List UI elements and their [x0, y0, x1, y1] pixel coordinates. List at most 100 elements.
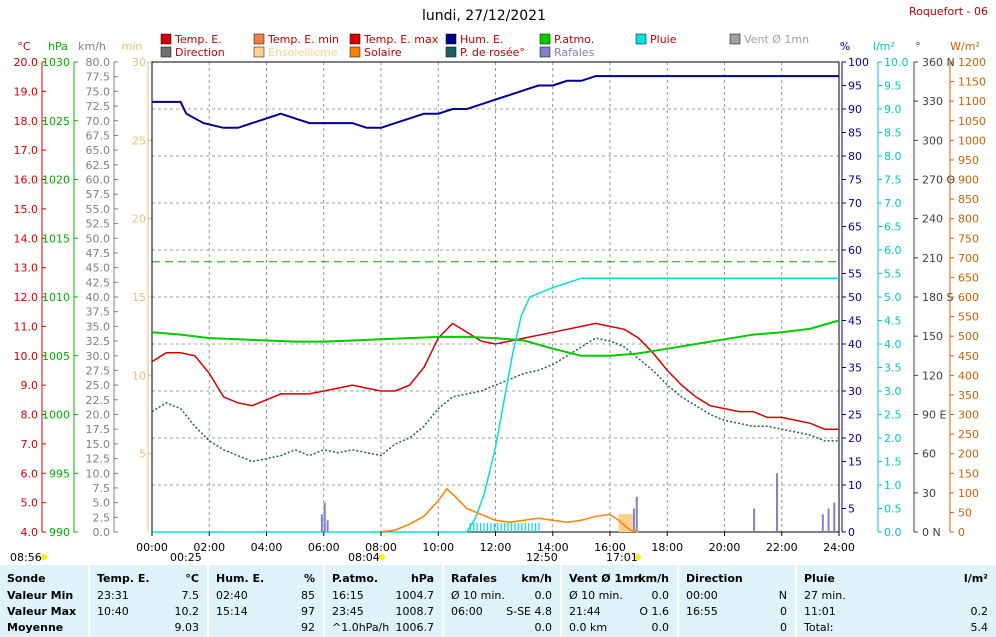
wind-unit-label: km/h — [78, 40, 106, 53]
hum-tick-label: 50 — [848, 291, 862, 304]
footer-cell-value: 7.5 — [181, 589, 200, 602]
sunshine-area — [618, 514, 633, 532]
legend-swatch — [445, 33, 457, 45]
temp-tick-label: 20.0 — [14, 56, 39, 69]
wind-tick-label: 67.5 — [86, 129, 111, 142]
press-tick-label: 995 — [49, 467, 70, 480]
legend-swatch — [253, 46, 265, 58]
dir-tick-label: 180 S — [922, 291, 953, 304]
rain-bar — [490, 523, 492, 532]
legend-label: P.atmo. — [554, 33, 594, 46]
x-tick-label: 02:00 — [193, 541, 225, 554]
footer-cell-time: Ø 10 min. — [451, 589, 505, 602]
x-tick-label: 24:00 — [823, 541, 855, 554]
rain-tick-label: 3.0 — [884, 385, 902, 398]
rain-bar — [504, 523, 506, 532]
solar-tick-label: 600 — [958, 291, 979, 304]
wind-tick-label: 55.0 — [86, 203, 111, 216]
temp-tick-label: 16.0 — [14, 174, 39, 187]
footer-cell-value: N — [778, 589, 787, 602]
legend-swatch — [160, 33, 172, 45]
series-solaireline — [380, 487, 639, 533]
footer-unit: % — [303, 572, 315, 585]
rain-bar — [521, 523, 523, 532]
footer-cell-time: 06:00 — [451, 605, 483, 618]
solar-tick-label: 100 — [958, 487, 979, 500]
x-tick-labels: 00:00 02:00 04:00 06:00 08:00 10:00 12:00 14:00… — [136, 532, 855, 554]
hum-tick-label: 20 — [848, 432, 862, 445]
sun-markers: 08:56 00:25 08:04 12:50 17:01 — [10, 551, 641, 564]
wind-tick-label: 70.0 — [86, 115, 111, 128]
rain-tick-label: 6.0 — [884, 244, 902, 257]
rain-bar — [535, 523, 537, 532]
solar-tick-label: 1000 — [958, 134, 986, 147]
legend-swatch — [635, 33, 647, 45]
footer-cell-value: 0.0 — [651, 589, 670, 602]
wind-tick-label: 45.0 — [86, 262, 111, 275]
temp-tick-label: 6.0 — [21, 467, 39, 480]
rain-tick-label: 2.0 — [884, 432, 902, 445]
hum-tick-label: 85 — [848, 127, 862, 140]
legend-label: Vent Ø 1mn — [744, 33, 809, 46]
hum-tick-label: 75 — [848, 174, 862, 187]
gust-bar — [635, 496, 638, 532]
solar-tick-label: 0 — [958, 526, 965, 539]
dir-tick-label: 240 — [922, 213, 943, 226]
rain-tick-label: 9.0 — [884, 103, 902, 116]
footer-cell-value: 1008.7 — [395, 605, 435, 618]
solar-tick-label: 650 — [958, 271, 979, 284]
x-tick-label: 16:00 — [594, 541, 626, 554]
footer-cell-value: 0.2 — [970, 605, 989, 618]
dir-tick-label: 210 — [922, 252, 943, 265]
footer-cell-time: 16:15 — [332, 589, 364, 602]
footer-col: Temp. E. °C 23:31 7.5 10:40 10.2 9.03 — [88, 565, 207, 637]
footer-row-label: Moyenne — [7, 621, 64, 634]
rain-tick-label: 5.0 — [884, 291, 902, 304]
legend-swatch — [160, 46, 172, 58]
wind-tick-label: 72.5 — [86, 100, 111, 113]
wind-tick-label: 22.5 — [86, 394, 111, 407]
footer-head: Direction — [686, 572, 743, 585]
rain-bar — [528, 523, 530, 532]
footer-head: Rafales — [451, 572, 497, 585]
legend: Temp. E. Temp. E. min Temp. E. max Hum. E. P… — [160, 33, 809, 59]
rain-bar — [510, 523, 513, 532]
rain-tick-label: 7.5 — [884, 174, 902, 187]
rain-tick-label: 4.5 — [884, 315, 902, 328]
gust-bar — [326, 520, 329, 532]
x-tick-label: 20:00 — [709, 541, 741, 554]
gust-bar — [833, 502, 836, 532]
wind-tick-label: 10.0 — [86, 467, 111, 480]
footer-col: Vent Ø 1mn km/h Ø 10 min. 0.0 21:44 O 1.6 0.0 … — [560, 565, 677, 637]
hum-tick-label: 15 — [848, 456, 862, 469]
solar-tick-label: 350 — [958, 389, 979, 402]
sunshine-tick-label: 25 — [132, 134, 146, 147]
footer-cell-value: 92 — [301, 621, 315, 634]
solar-tick-label: 150 — [958, 467, 979, 480]
rain-bar — [493, 523, 495, 532]
rain-bar — [497, 523, 499, 532]
footer-cell-value: 0.0 — [534, 589, 553, 602]
press-tick-label: 990 — [49, 526, 70, 539]
wind-tick-label: 27.5 — [86, 364, 111, 377]
press-tick-label: 1030 — [42, 56, 70, 69]
temp-tick-label: 10.0 — [14, 350, 39, 363]
solar-tick-label: 550 — [958, 311, 979, 324]
wind-tick-label: 60.0 — [86, 174, 111, 187]
wind-tick-label: 62.5 — [86, 159, 111, 172]
legend-label: Temp. E. min — [267, 33, 339, 46]
footer-head: Pluie — [804, 572, 835, 585]
x-tick-label: 04:00 — [251, 541, 283, 554]
footer-cell-value: 0.0 — [534, 621, 553, 634]
series-p-de-ros-e-line — [151, 337, 839, 463]
footer-unit: °C — [185, 572, 199, 585]
legend-swatch — [539, 33, 551, 45]
rain-tick-label: 0.5 — [884, 503, 902, 516]
temp-tick-label: 11.0 — [14, 320, 39, 333]
x-tick-label: 06:00 — [308, 541, 340, 554]
hum-tick-label: 95 — [848, 80, 862, 93]
footer-cell-time: 23:31 — [97, 589, 129, 602]
wind-tick-label: 65.0 — [86, 144, 111, 157]
legend-label: Rafales — [554, 46, 595, 59]
wind-tick-label: 47.5 — [86, 247, 111, 260]
